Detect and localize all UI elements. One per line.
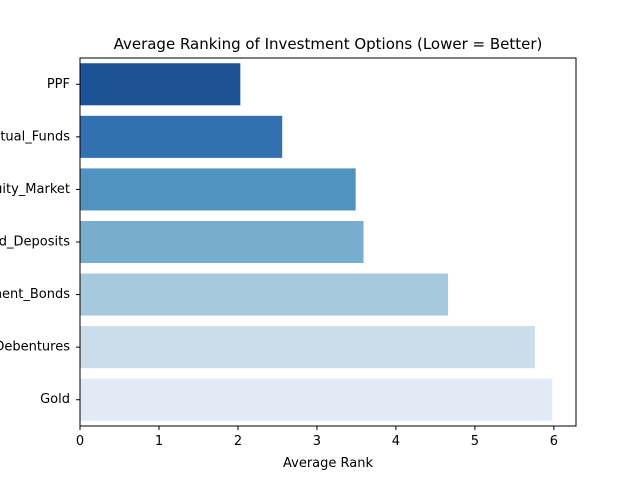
x-tick-label: 2 [234,434,242,449]
x-tick-label: 4 [392,434,400,449]
y-tick-label: Mutual_Funds [0,129,70,144]
bar-ppf [80,63,241,106]
bar-fixed-deposits [80,220,364,264]
y-tick-label: Government_Bonds [0,287,70,302]
plot-area [80,63,553,421]
y-tick-label: Equity_Market [0,182,70,197]
bar-gold [80,378,553,421]
y-tick-label: PPF [47,77,70,92]
bar-government-bonds [80,273,449,316]
bar-debentures [80,326,535,369]
y-tick-label: Debentures [0,340,70,355]
y-tick-label: Gold [40,392,70,407]
y-tick-label: Fixed_Deposits [0,235,70,250]
x-tick-label: 0 [76,434,84,449]
bar-mutual-funds [80,115,283,158]
chart-title: Average Ranking of Investment Options (L… [114,35,543,53]
x-axis-label: Average Rank [283,456,373,471]
x-tick-label: 3 [313,434,321,449]
x-tick-label: 1 [155,434,163,449]
x-tick-label: 6 [550,434,558,449]
x-tick-label: 5 [471,434,479,449]
x-axis: 0 1 2 3 4 5 6 [76,426,558,449]
y-axis: PPF Mutual_Funds Equity_Market Fixed_Deposi… [0,77,80,407]
bar-equity-market [80,168,356,211]
